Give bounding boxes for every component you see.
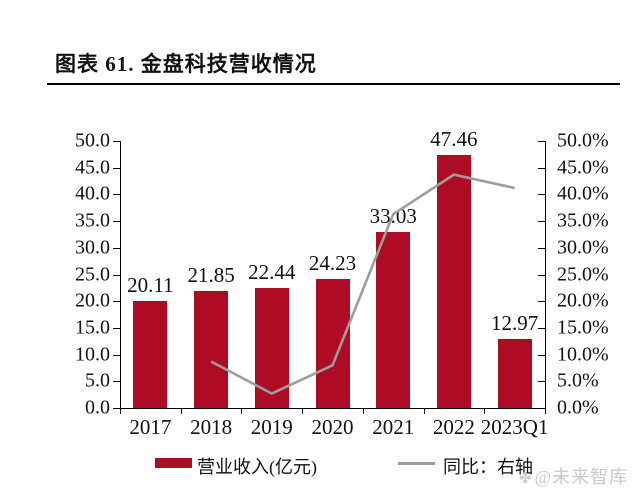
y-axis-left-tick bbox=[113, 274, 120, 276]
x-axis-tick bbox=[545, 408, 546, 414]
y-axis-left-label: 40.0 bbox=[75, 182, 110, 205]
revenue-bar bbox=[376, 231, 411, 408]
revenue-bar bbox=[133, 300, 168, 408]
bar-data-label: 47.46 bbox=[430, 126, 478, 151]
y-axis-right-tick bbox=[538, 167, 545, 169]
x-axis-category-label: 2020 bbox=[311, 415, 354, 439]
y-axis-right-label: 45.0% bbox=[557, 156, 609, 179]
watermark-clover-icon: ✤ bbox=[519, 471, 533, 487]
y-axis-left-tick bbox=[113, 301, 120, 303]
watermark: ✤ @未来智库 bbox=[519, 463, 628, 489]
bar-data-label: 12.97 bbox=[491, 310, 539, 335]
y-axis-left-tick bbox=[113, 221, 120, 223]
y-axis-left-tick bbox=[113, 247, 120, 249]
y-axis-right-tick bbox=[538, 354, 545, 356]
title-divider bbox=[47, 83, 620, 85]
y-axis-left-label: 10.0 bbox=[75, 343, 110, 366]
x-axis-tick bbox=[362, 408, 364, 414]
y-axis-right-label: 5.0% bbox=[557, 369, 599, 392]
y-axis-right-label: 30.0% bbox=[557, 236, 609, 259]
revenue-bar bbox=[497, 338, 532, 408]
y-axis-left-label: 0.0 bbox=[85, 396, 110, 419]
bar-data-label: 22.44 bbox=[248, 260, 296, 285]
y-axis-right-tick bbox=[538, 301, 545, 303]
y-axis-left-label: 15.0 bbox=[75, 316, 110, 339]
y-axis-left-tick bbox=[113, 408, 120, 409]
x-axis-tick bbox=[241, 408, 243, 414]
y-axis-right-label: 40.0% bbox=[557, 182, 609, 205]
yoy-line bbox=[210, 173, 515, 396]
y-axis-right-label: 15.0% bbox=[557, 316, 609, 339]
legend-line-label: 同比：右轴 bbox=[443, 457, 533, 477]
watermark-text: @未来智库 bbox=[534, 467, 629, 487]
x-axis bbox=[120, 408, 546, 409]
y-axis-left-label: 50.0 bbox=[75, 129, 110, 152]
x-axis-category-label: 2023Q1 bbox=[480, 415, 549, 439]
x-axis-tick bbox=[484, 408, 486, 414]
y-axis-left-label: 35.0 bbox=[75, 209, 110, 232]
y-axis-left-label: 20.0 bbox=[75, 289, 110, 312]
y-axis-right-tick bbox=[538, 141, 545, 142]
y-axis-left bbox=[120, 141, 121, 408]
y-axis-left-label: 5.0 bbox=[85, 369, 110, 392]
x-axis-tick bbox=[302, 408, 304, 414]
x-axis-tick bbox=[120, 408, 121, 414]
y-axis-right-label: 20.0% bbox=[557, 289, 609, 312]
x-axis-category-label: 2022 bbox=[432, 415, 475, 439]
y-axis-left-tick bbox=[113, 141, 120, 142]
y-axis-right-tick bbox=[538, 221, 545, 223]
y-axis-left-tick bbox=[113, 167, 120, 169]
legend-bar-label: 营业收入(亿元) bbox=[197, 457, 317, 477]
y-axis-left-tick bbox=[113, 327, 120, 329]
figure-title: 图表 61. 金盘科技营收情况 bbox=[55, 52, 317, 76]
y-axis-right-label: 50.0% bbox=[557, 129, 609, 152]
x-axis-category-label: 2021 bbox=[372, 415, 415, 439]
y-axis-right-tick bbox=[538, 247, 545, 249]
x-axis-tick bbox=[423, 408, 425, 414]
legend-line-swatch bbox=[398, 462, 435, 465]
x-axis-category-label: 2017 bbox=[129, 415, 172, 439]
y-axis-left-tick bbox=[113, 194, 120, 196]
y-axis-right-label: 0.0% bbox=[557, 396, 599, 419]
y-axis-left-label: 25.0 bbox=[75, 263, 110, 285]
x-axis-tick bbox=[180, 408, 182, 414]
y-axis-right bbox=[545, 141, 546, 408]
x-axis-category-label: 2019 bbox=[250, 415, 293, 439]
bar-data-label: 24.23 bbox=[308, 250, 357, 275]
revenue-bar bbox=[194, 291, 229, 408]
y-axis-right-tick bbox=[538, 381, 545, 383]
x-axis-category-label: 2018 bbox=[190, 415, 233, 439]
y-axis-right-tick bbox=[538, 274, 545, 276]
revenue-bar bbox=[315, 278, 350, 408]
y-axis-left-tick bbox=[113, 381, 120, 383]
revenue-bar bbox=[436, 154, 471, 408]
y-axis-right-tick bbox=[538, 327, 545, 329]
bar-data-label: 21.85 bbox=[187, 263, 235, 288]
bar-data-label: 20.11 bbox=[127, 272, 174, 297]
y-axis-left-label: 45.0 bbox=[75, 156, 110, 179]
y-axis-left-tick bbox=[113, 354, 120, 356]
y-axis-right-label: 25.0% bbox=[557, 263, 609, 285]
y-axis-right-label: 35.0% bbox=[557, 209, 609, 232]
legend-bar-swatch bbox=[155, 458, 192, 468]
y-axis-left-label: 30.0 bbox=[75, 236, 110, 259]
y-axis-right-tick bbox=[538, 408, 545, 409]
y-axis-right-tick bbox=[538, 194, 545, 196]
y-axis-right-label: 10.0% bbox=[557, 343, 609, 366]
